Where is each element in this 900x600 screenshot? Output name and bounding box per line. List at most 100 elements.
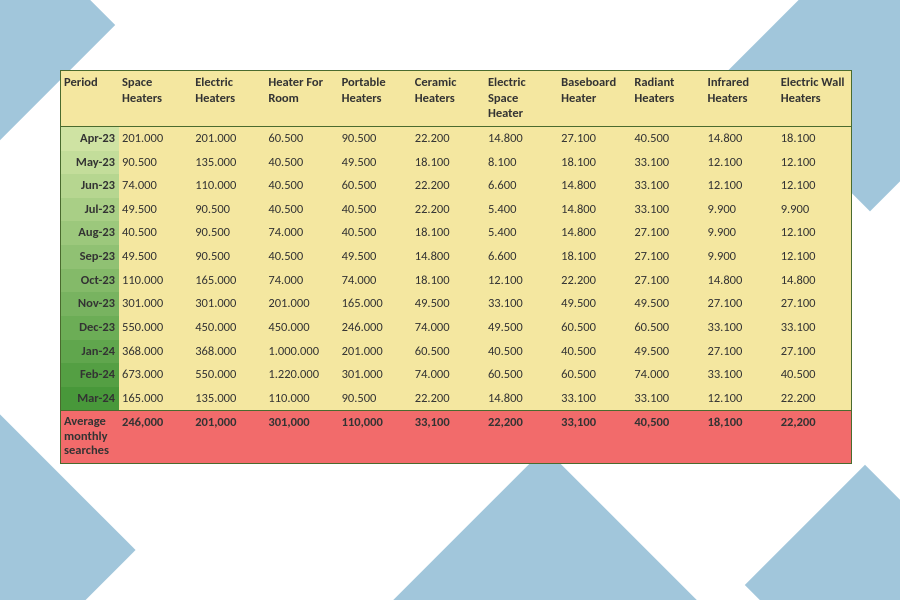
data-cell: 90.500	[119, 151, 192, 175]
search-volume-table: Period Space Heaters Electric Heaters He…	[61, 71, 851, 463]
data-cell: 33.100	[631, 387, 704, 411]
data-cell: 1.000.000	[265, 340, 338, 364]
footer-val-6: 22,200	[485, 411, 558, 463]
data-cell: 60.500	[339, 174, 412, 198]
data-cell: 201.000	[119, 126, 192, 150]
data-cell: 33.100	[558, 387, 631, 411]
period-cell: May-23	[61, 151, 119, 175]
data-cell: 9.900	[705, 221, 778, 245]
data-cell: 12.100	[705, 387, 778, 411]
data-cell: 12.100	[778, 151, 851, 175]
data-cell: 40.500	[265, 245, 338, 269]
data-cell: 201.000	[192, 126, 265, 150]
data-cell: 22.200	[412, 387, 485, 411]
table-row: Jan-24368.000368.0001.000.000201.00060.5…	[61, 340, 851, 364]
data-cell: 368.000	[119, 340, 192, 364]
data-cell: 40.500	[339, 221, 412, 245]
col-header-8: Radiant Heaters	[631, 71, 704, 126]
data-cell: 301.000	[119, 292, 192, 316]
data-cell: 6.600	[485, 174, 558, 198]
data-cell: 5.400	[485, 221, 558, 245]
col-header-9: Infrared Heaters	[705, 71, 778, 126]
data-cell: 14.800	[485, 387, 558, 411]
data-cell: 246.000	[339, 316, 412, 340]
data-cell: 74.000	[265, 221, 338, 245]
period-cell: Dec-23	[61, 316, 119, 340]
data-cell: 49.500	[412, 292, 485, 316]
data-cell: 27.100	[631, 245, 704, 269]
data-cell: 18.100	[558, 151, 631, 175]
data-cell: 49.500	[339, 151, 412, 175]
footer-val-7: 33,100	[558, 411, 631, 463]
footer-label: Average monthly searches	[61, 411, 119, 463]
period-cell: Apr-23	[61, 126, 119, 150]
data-cell: 49.500	[119, 245, 192, 269]
footer-val-3: 301,000	[265, 411, 338, 463]
data-cell: 49.500	[119, 198, 192, 222]
data-cell: 9.900	[778, 198, 851, 222]
data-cell: 9.900	[705, 245, 778, 269]
table-row: Feb-24673.000550.0001.220.000301.00074.0…	[61, 363, 851, 387]
footer-val-9: 18,100	[705, 411, 778, 463]
col-header-3: Heater For Room	[265, 71, 338, 126]
footer-val-4: 110,000	[339, 411, 412, 463]
data-cell: 33.100	[631, 151, 704, 175]
data-cell: 18.100	[778, 126, 851, 150]
data-cell: 18.100	[558, 245, 631, 269]
footer-val-10: 22,200	[778, 411, 851, 463]
data-cell: 60.500	[412, 340, 485, 364]
period-cell: Feb-24	[61, 363, 119, 387]
data-cell: 110.000	[265, 387, 338, 411]
data-cell: 12.100	[705, 174, 778, 198]
data-cell: 40.500	[339, 198, 412, 222]
data-cell: 74.000	[265, 269, 338, 293]
table-row: Apr-23201.000201.00060.50090.50022.20014…	[61, 126, 851, 150]
data-cell: 27.100	[778, 292, 851, 316]
data-cell: 22.200	[412, 198, 485, 222]
data-cell: 135.000	[192, 387, 265, 411]
data-cell: 165.000	[119, 387, 192, 411]
data-cell: 40.500	[631, 126, 704, 150]
data-cell: 110.000	[119, 269, 192, 293]
data-cell: 74.000	[339, 269, 412, 293]
data-cell: 27.100	[631, 221, 704, 245]
data-cell: 301.000	[339, 363, 412, 387]
data-cell: 33.100	[705, 363, 778, 387]
data-cell: 14.800	[558, 221, 631, 245]
footer-val-2: 201,000	[192, 411, 265, 463]
period-cell: Jan-24	[61, 340, 119, 364]
data-cell: 1.220.000	[265, 363, 338, 387]
period-cell: Jun-23	[61, 174, 119, 198]
table-header: Period Space Heaters Electric Heaters He…	[61, 71, 851, 126]
data-cell: 110.000	[192, 174, 265, 198]
period-cell: Oct-23	[61, 269, 119, 293]
footer-val-1: 246,000	[119, 411, 192, 463]
data-cell: 14.800	[705, 269, 778, 293]
data-cell: 90.500	[192, 198, 265, 222]
data-cell: 27.100	[705, 340, 778, 364]
data-cell: 27.100	[778, 340, 851, 364]
data-cell: 60.500	[558, 316, 631, 340]
data-cell: 90.500	[339, 387, 412, 411]
data-cell: 49.500	[631, 340, 704, 364]
data-cell: 165.000	[192, 269, 265, 293]
data-cell: 33.100	[631, 174, 704, 198]
data-cell: 27.100	[558, 126, 631, 150]
data-cell: 49.500	[631, 292, 704, 316]
data-cell: 74.000	[631, 363, 704, 387]
data-cell: 450.000	[192, 316, 265, 340]
data-cell: 33.100	[631, 198, 704, 222]
data-cell: 90.500	[339, 126, 412, 150]
table-body: Apr-23201.000201.00060.50090.50022.20014…	[61, 126, 851, 411]
col-header-7: Baseboard Heater	[558, 71, 631, 126]
data-cell: 14.800	[412, 245, 485, 269]
data-cell: 33.100	[485, 292, 558, 316]
data-cell: 550.000	[119, 316, 192, 340]
data-cell: 12.100	[778, 174, 851, 198]
data-cell: 201.000	[339, 340, 412, 364]
data-cell: 8.100	[485, 151, 558, 175]
period-cell: Mar-24	[61, 387, 119, 411]
data-cell: 14.800	[558, 174, 631, 198]
data-cell: 40.500	[778, 363, 851, 387]
data-cell: 22.200	[412, 174, 485, 198]
